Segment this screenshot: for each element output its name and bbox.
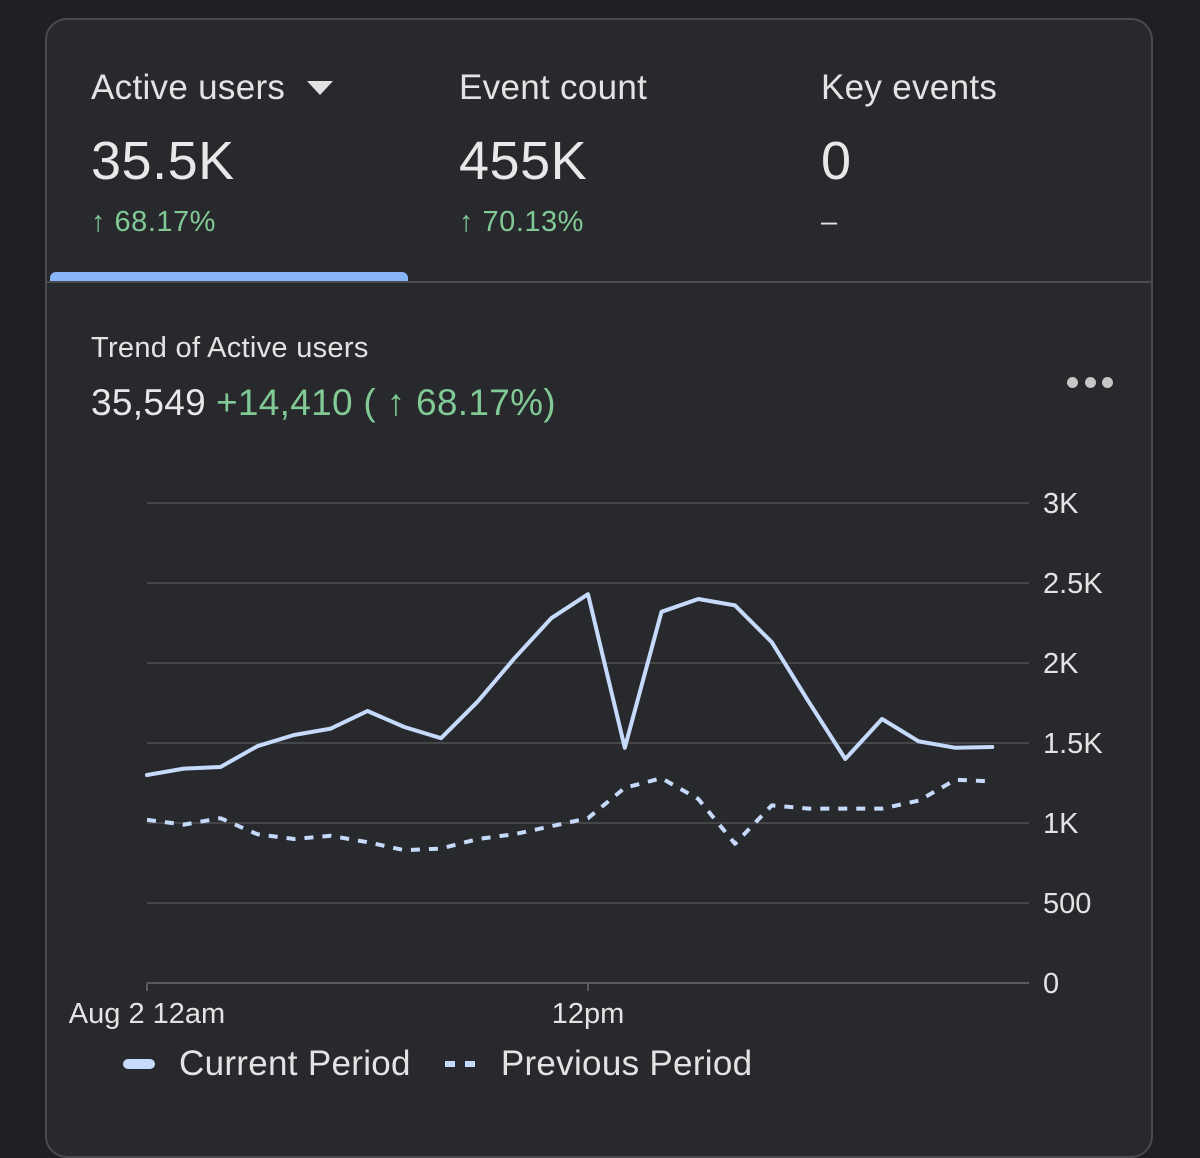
metric-tab-active-users[interactable]: Active users 35.5K ↑ 68.17% (91, 68, 334, 239)
legend-dashed-line-icon (444, 1061, 477, 1067)
trend-total: 35,549 (91, 382, 206, 423)
trend-summary: 35,549 +14,410 ( ↑ 68.17%) (91, 382, 556, 424)
trend-title: Trend of Active users (91, 332, 369, 364)
metric-change: – (821, 206, 838, 238)
metric-change: ↑ 70.13% (459, 206, 584, 238)
metric-label: Active users (91, 68, 286, 107)
analytics-card: Active users 35.5K ↑ 68.17% Event count … (45, 18, 1153, 1158)
legend-label-current: Current Period (179, 1044, 411, 1083)
series-line-previous-period (146, 776, 993, 853)
metric-value: 455K (459, 131, 588, 191)
metric-tab-event-count[interactable]: Event count 455K ↑ 70.13% (459, 68, 647, 239)
y-tick-label: 0 (1043, 968, 1059, 1000)
x-tick-label: Aug 2 12am (69, 998, 225, 1030)
y-tick-label: 2.5K (1043, 568, 1103, 600)
metric-value: 0 (821, 131, 852, 191)
y-tick-label: 3K (1043, 488, 1079, 520)
metric-tab-key-events[interactable]: Key events 0 – (821, 68, 997, 239)
more-options-icon[interactable] (1067, 372, 1113, 392)
metric-label: Key events (821, 68, 998, 107)
x-tick-label: 12pm (552, 998, 625, 1030)
metric-tabs: Active users 35.5K ↑ 68.17% Event count … (47, 20, 1151, 283)
chart-legend: Current Period Previous Period (123, 1044, 752, 1084)
legend-label-previous: Previous Period (500, 1044, 753, 1083)
legend-solid-line-icon (123, 1059, 155, 1069)
metric-change: ↑ 68.17% (91, 206, 216, 238)
metric-value: 35.5K (91, 131, 235, 191)
y-tick-label: 2K (1043, 648, 1079, 680)
selected-tab-indicator (50, 272, 408, 282)
trend-chart: 0 500 1K 1.5K 2K 2.5K 3K Aug 2 12am 12pm (69, 488, 1104, 1030)
y-tick-label: 1.5K (1043, 728, 1103, 760)
metric-label: Event count (459, 68, 648, 107)
divider (47, 281, 1151, 283)
series-line-current-period (145, 592, 995, 777)
y-tick-label: 500 (1043, 888, 1091, 920)
y-tick-label: 1K (1043, 808, 1079, 840)
trend-delta: +14,410 ( ↑ 68.17%) (215, 382, 556, 423)
caret-down-icon[interactable] (307, 81, 334, 95)
